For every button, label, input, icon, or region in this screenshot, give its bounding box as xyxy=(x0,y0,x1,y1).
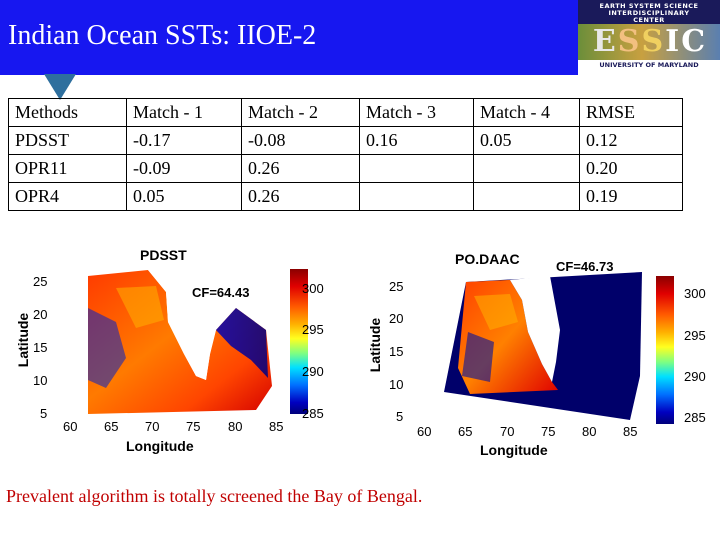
xtick: 60 xyxy=(63,419,78,434)
table-cell xyxy=(359,182,474,211)
ytick: 25 xyxy=(33,274,48,289)
logo-line-1: EARTH SYSTEM SCIENCE xyxy=(599,2,699,10)
table-cell: 0.16 xyxy=(359,126,474,155)
logo-line-3: CENTER xyxy=(633,16,665,24)
logo-letter-c: C xyxy=(681,24,706,59)
y-axis-label: Latitude xyxy=(367,317,383,373)
table-cell: 0.26 xyxy=(241,154,360,183)
table-row: OPR4 0.05 0.26 0.19 xyxy=(8,182,683,211)
logo-line-2: INTERDISCIPLINARY xyxy=(608,9,690,17)
xtick: 80 xyxy=(228,419,243,434)
ytick: 5 xyxy=(396,409,404,424)
xtick: 70 xyxy=(500,424,515,439)
x-axis-label: Longitude xyxy=(126,438,194,454)
xtick: 75 xyxy=(541,424,556,439)
cloud-mask xyxy=(216,308,268,378)
colorbar-tick: 295 xyxy=(684,328,706,343)
callout-pointer xyxy=(44,74,76,100)
colorbar-tick: 300 xyxy=(302,281,324,296)
podaac-sst-map xyxy=(410,272,642,420)
xtick: 65 xyxy=(458,424,473,439)
xtick: 85 xyxy=(623,424,638,439)
essic-logo: EARTH SYSTEM SCIENCE INTERDISCIPLINARY C… xyxy=(578,0,720,75)
header-cell: RMSE xyxy=(579,98,683,127)
map-title-pdsst: PDSST xyxy=(140,247,187,263)
xtick: 60 xyxy=(417,424,432,439)
slide-title: Indian Ocean SSTs: IIOE-2 xyxy=(8,20,317,51)
header-cell: Match - 1 xyxy=(126,98,242,127)
table-cell: -0.17 xyxy=(126,126,242,155)
header-cell: Match - 2 xyxy=(241,98,360,127)
header-cell: Match - 3 xyxy=(359,98,474,127)
ytick: 10 xyxy=(389,377,404,392)
ytick: 10 xyxy=(33,373,48,388)
cf-label-pdsst: CF=64.43 xyxy=(192,285,250,300)
xtick: 75 xyxy=(186,419,201,434)
logo-letter-s2: S xyxy=(641,24,664,59)
table-cell xyxy=(473,154,580,183)
logo-letter-s1: S xyxy=(617,24,640,59)
caption: Prevalent algorithm is totally screened … xyxy=(6,486,423,506)
colorbar-tick: 290 xyxy=(302,364,324,379)
y-axis-label: Latitude xyxy=(15,312,31,368)
table-cell: 0.19 xyxy=(579,182,683,211)
colorbar-tick: 285 xyxy=(684,410,706,425)
logo-letter-i: I xyxy=(665,24,680,59)
table-row: PDSST -0.17 -0.08 0.16 0.05 0.12 xyxy=(8,126,683,155)
table-cell: PDSST xyxy=(8,126,127,155)
xtick: 65 xyxy=(104,419,119,434)
ytick: 20 xyxy=(389,311,404,326)
table-cell: OPR4 xyxy=(8,182,127,211)
logo-banner: EARTH SYSTEM SCIENCE INTERDISCIPLINARY C… xyxy=(578,0,720,24)
table-cell xyxy=(473,182,580,211)
ytick: 15 xyxy=(389,344,404,359)
xtick: 80 xyxy=(582,424,597,439)
warm-pool xyxy=(116,286,164,328)
ytick: 5 xyxy=(40,406,48,421)
header-cell: Methods xyxy=(8,98,127,127)
colorbar-tick: 295 xyxy=(302,322,324,337)
cf-label-podaac: CF=46.73 xyxy=(556,259,614,274)
cloud-mask-west xyxy=(88,308,126,388)
table-cell: OPR11 xyxy=(8,154,127,183)
colorbar-pdsst xyxy=(290,269,308,414)
table-header-row: Methods Match - 1 Match - 2 Match - 3 Ma… xyxy=(8,98,683,127)
ytick: 15 xyxy=(33,340,48,355)
table-cell: 0.05 xyxy=(473,126,580,155)
colorbar-podaac xyxy=(656,276,674,424)
table-cell: 0.26 xyxy=(241,182,360,211)
cloud-mask xyxy=(462,332,494,382)
land-india xyxy=(148,270,216,380)
colorbar-tick: 290 xyxy=(684,369,706,384)
logo-letters: E S S I C xyxy=(578,24,720,60)
table-cell: 0.05 xyxy=(126,182,242,211)
colorbar-tick: 300 xyxy=(684,286,706,301)
map-title-podaac: PO.DAAC xyxy=(455,251,520,267)
logo-letter-e: E xyxy=(592,24,616,59)
header-cell: Match - 4 xyxy=(473,98,580,127)
xtick: 85 xyxy=(269,419,284,434)
ytick: 20 xyxy=(33,307,48,322)
table-cell: -0.08 xyxy=(241,126,360,155)
pdsst-sst-map xyxy=(56,268,286,416)
table-cell: 0.12 xyxy=(579,126,683,155)
warm-pool xyxy=(474,294,518,330)
xtick: 70 xyxy=(145,419,160,434)
land-india xyxy=(510,276,560,382)
ytick: 25 xyxy=(389,279,404,294)
title-bar: Indian Ocean SSTs: IIOE-2 xyxy=(0,0,578,75)
table-cell: -0.09 xyxy=(126,154,242,183)
colorbar-tick: 285 xyxy=(302,406,324,421)
table-row: OPR11 -0.09 0.26 0.20 xyxy=(8,154,683,183)
table-cell xyxy=(359,154,474,183)
logo-university: UNIVERSITY OF MARYLAND xyxy=(599,61,699,69)
table-cell: 0.20 xyxy=(579,154,683,183)
x-axis-label: Longitude xyxy=(480,442,548,458)
results-table: Methods Match - 1 Match - 2 Match - 3 Ma… xyxy=(8,98,683,211)
